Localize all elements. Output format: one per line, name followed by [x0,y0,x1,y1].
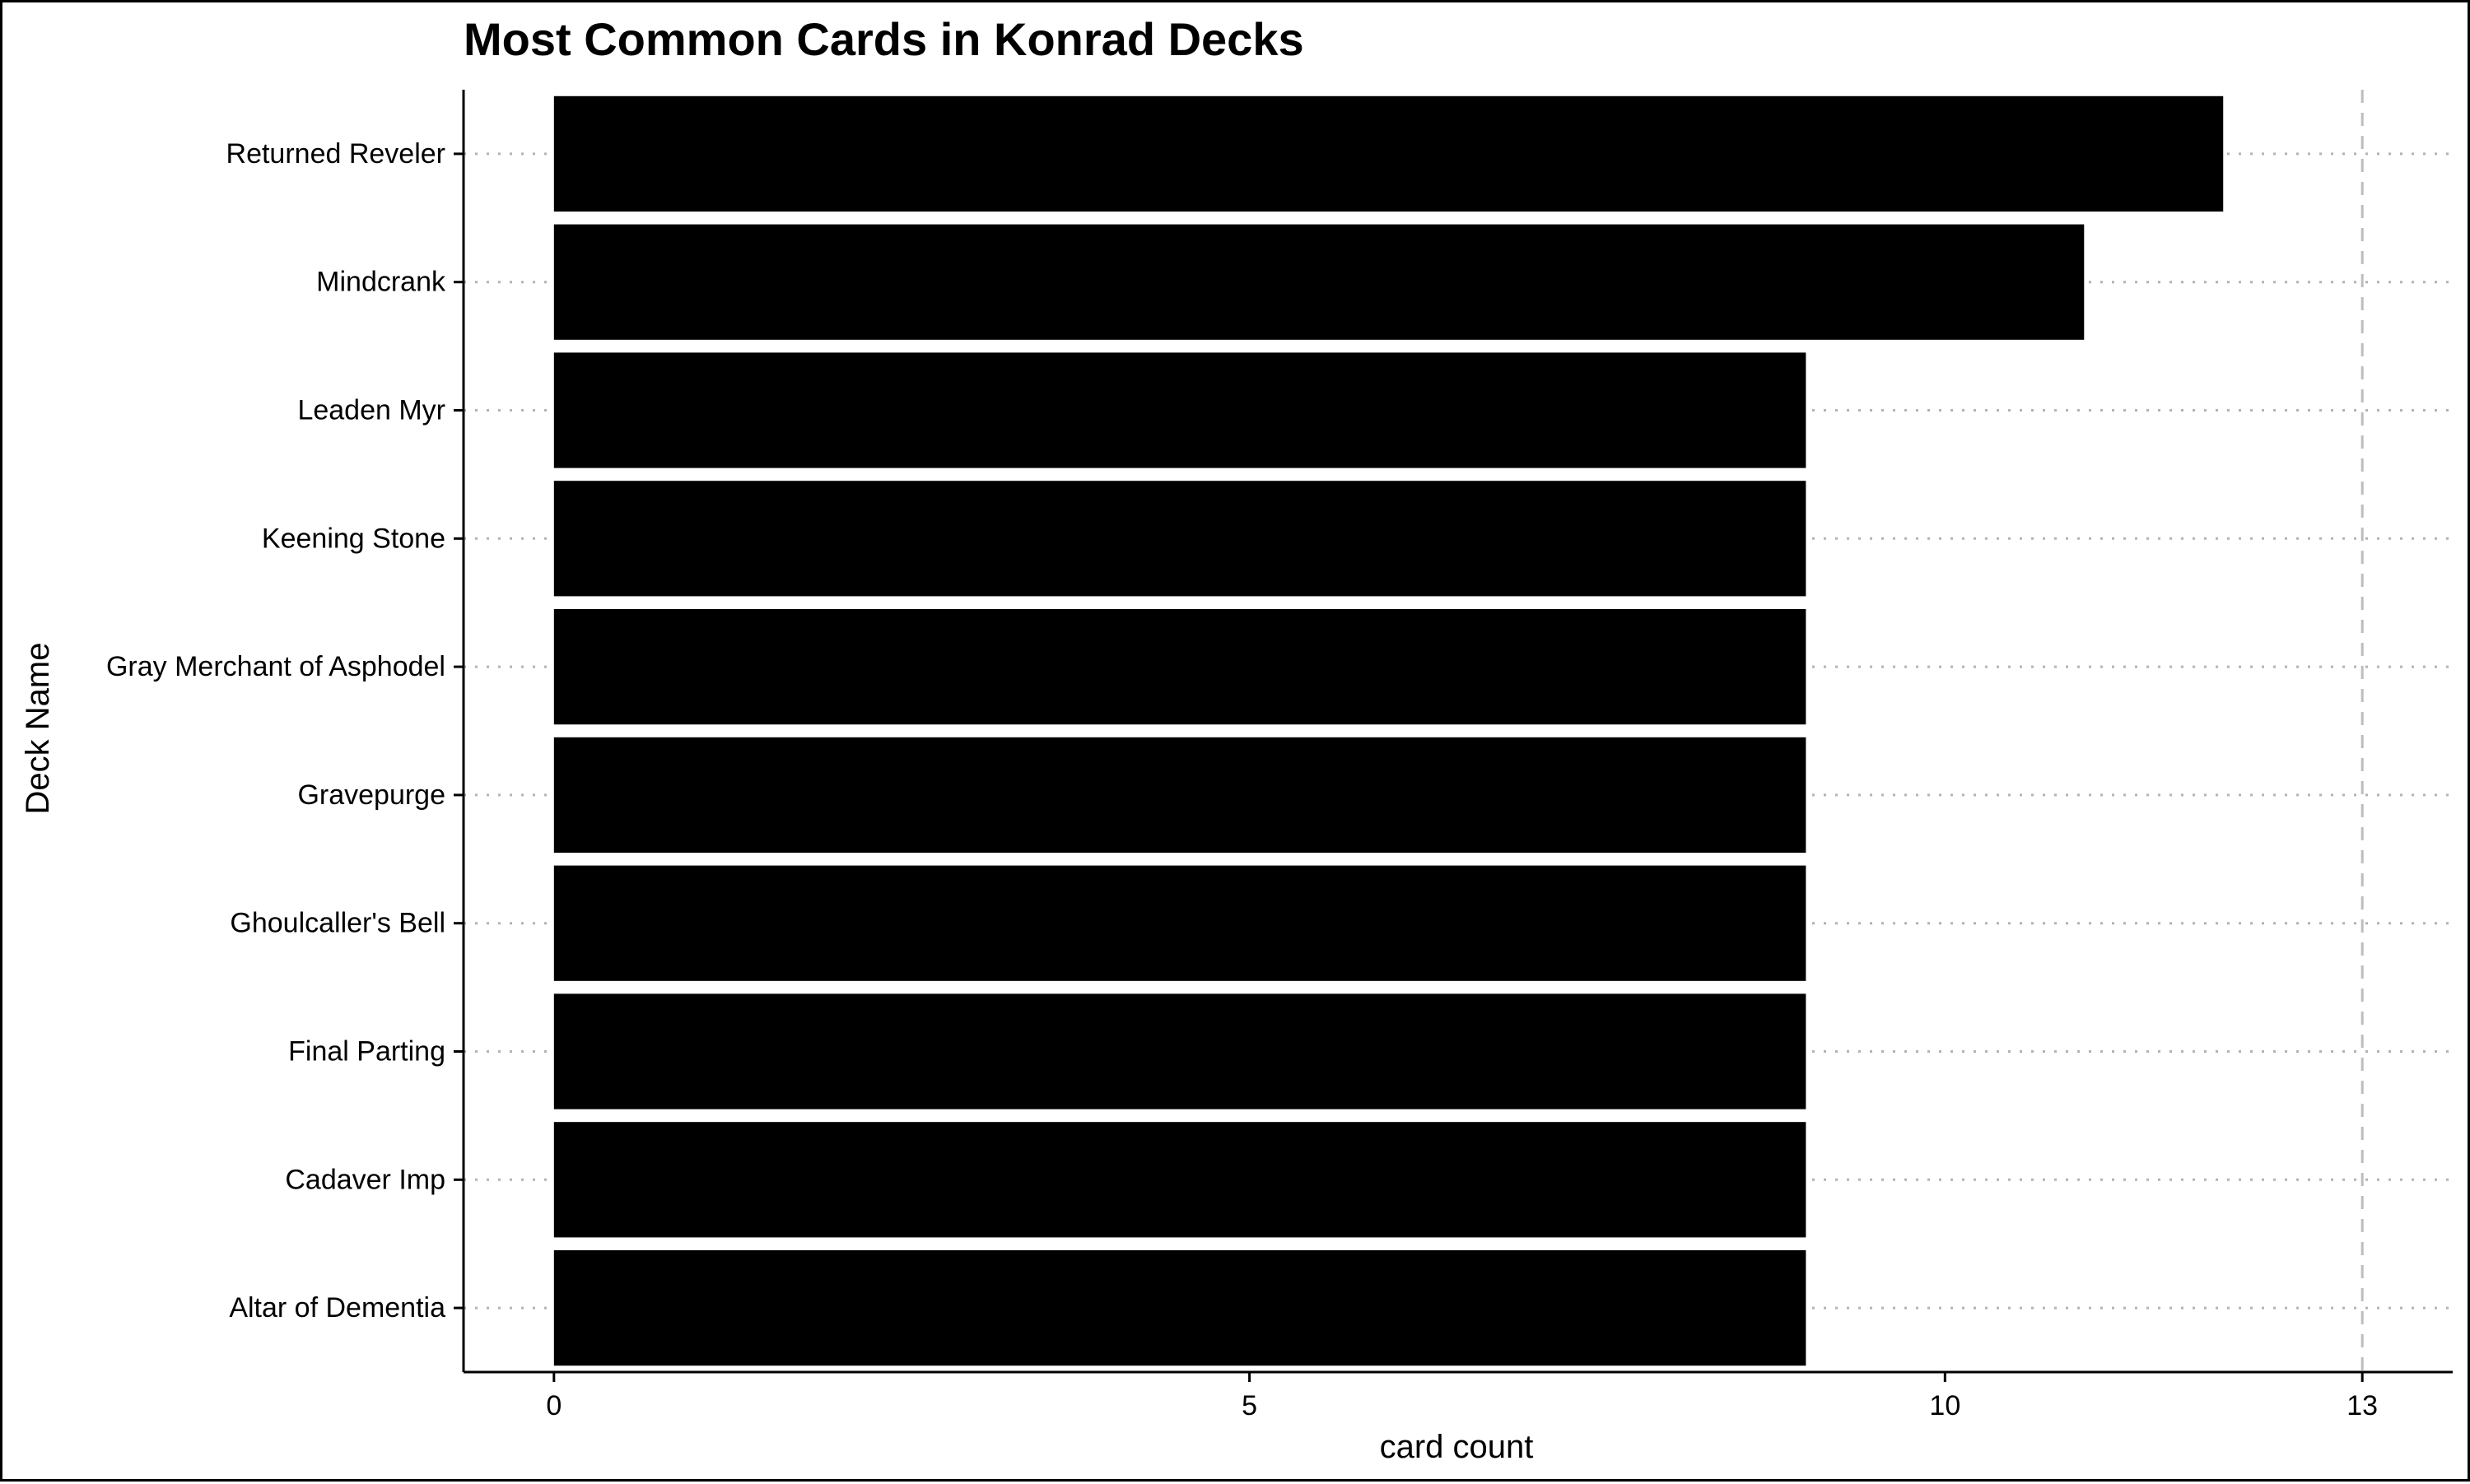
bar [553,993,1806,1110]
y-tick-label: Leaden Myr [297,395,445,426]
y-axis-title: Deck Name [20,643,56,815]
bar [553,737,1806,854]
y-tick-label: Ghoulcaller's Bell [230,908,445,939]
bars [553,95,2224,1366]
bar [553,608,1806,725]
y-tick-label: Altar of Dementia [229,1292,445,1324]
y-tick-label: Gray Merchant of Asphodel [106,651,445,682]
bar [553,481,1806,597]
x-tick-label: 13 [2346,1390,2378,1421]
x-tick-label: 10 [1929,1390,1960,1421]
bar [553,224,2085,340]
chart-title: Most Common Cards in Konrad Decks [464,13,1304,65]
x-tick-label: 0 [546,1390,562,1421]
bar [553,1122,1806,1238]
y-tick-label: Returned Reveler [226,138,445,170]
bar [553,1249,1806,1366]
y-tick-label: Cadaver Imp [285,1164,445,1195]
x-tick-label: 5 [1242,1390,1257,1421]
x-axis-title: card count [1380,1429,1534,1465]
bar [553,95,2224,212]
y-tick-label: Gravepurge [297,779,445,811]
y-tick-label: Mindcrank [316,267,446,298]
x-axis-ticks: 0 5 10 13 [546,1372,2378,1421]
bar [553,352,1806,468]
axes [462,90,2453,1374]
y-axis-ticks: Returned Reveler Mindcrank Leaden Myr Keeni… [106,138,464,1324]
y-tick-label: Keening Stone [262,523,445,554]
y-tick-label: Final Parting [288,1036,445,1068]
bar [553,865,1806,981]
